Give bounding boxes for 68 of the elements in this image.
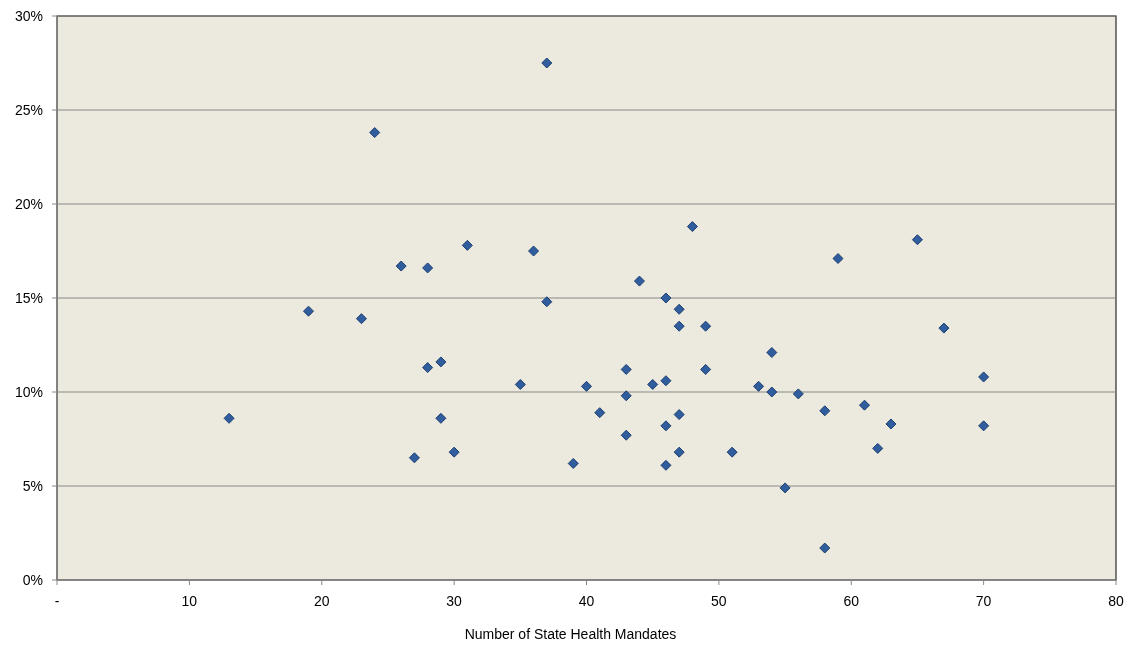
point	[700, 363, 712, 375]
point	[435, 356, 447, 368]
point	[647, 378, 659, 390]
y-tick-label: 5%	[22, 478, 43, 494]
point	[620, 363, 632, 375]
point	[369, 127, 381, 139]
point	[858, 399, 870, 411]
point	[581, 380, 592, 392]
point	[673, 409, 685, 421]
point	[435, 412, 447, 424]
point	[660, 292, 672, 304]
point	[753, 380, 765, 392]
x-axis-title: Number of State Health Mandates	[464, 626, 677, 642]
x-tick-label: 40	[578, 593, 595, 609]
point	[673, 446, 685, 458]
x-tick-label: 70	[975, 593, 992, 609]
point	[779, 482, 791, 494]
point	[594, 407, 606, 419]
x-tick-label: 30	[446, 593, 463, 609]
point	[792, 388, 804, 400]
point	[978, 371, 990, 383]
point	[395, 260, 407, 272]
y-tick-label: 20%	[14, 196, 43, 212]
y-tick-label: 30%	[14, 8, 43, 24]
point	[422, 262, 434, 274]
point	[620, 429, 632, 441]
y-tick-label: 10%	[14, 384, 43, 400]
point	[819, 542, 831, 554]
point	[355, 313, 367, 325]
x-tick-label: 80	[1108, 593, 1124, 609]
point	[541, 296, 553, 308]
x-tick-label: -	[54, 593, 60, 609]
point	[819, 405, 831, 417]
point	[633, 275, 645, 287]
point	[660, 459, 672, 471]
point	[978, 420, 990, 432]
point	[832, 253, 844, 265]
point	[567, 457, 579, 469]
point	[408, 452, 420, 464]
point	[673, 303, 685, 315]
x-tick-label: 60	[843, 593, 860, 609]
point	[660, 375, 672, 387]
x-tick-label: 20	[313, 593, 330, 609]
x-tick-label: 50	[711, 593, 727, 609]
point	[303, 305, 315, 317]
point	[660, 420, 672, 432]
point	[938, 322, 950, 334]
point	[541, 57, 553, 69]
point	[872, 442, 884, 454]
point	[700, 320, 712, 332]
point	[766, 347, 778, 359]
point	[686, 221, 698, 233]
point	[422, 362, 434, 374]
point	[726, 446, 738, 458]
point	[514, 378, 526, 390]
y-tick-label: 15%	[14, 290, 43, 306]
point	[911, 234, 923, 246]
point	[673, 320, 685, 332]
point	[528, 245, 540, 257]
point	[448, 446, 460, 458]
point	[461, 239, 473, 251]
y-tick-label: 25%	[14, 102, 43, 118]
x-tick-label: 10	[181, 593, 198, 609]
point	[766, 386, 778, 398]
y-tick-label: 0%	[22, 572, 43, 588]
point	[620, 390, 632, 402]
point	[885, 418, 897, 430]
point	[223, 412, 235, 424]
